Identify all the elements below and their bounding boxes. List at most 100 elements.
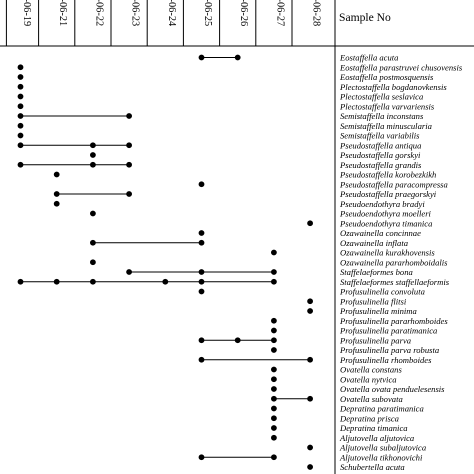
taxon-label: Semistaffella variabilis (340, 131, 420, 141)
occurrence-dot (198, 454, 205, 461)
taxon-label: Ovatella nytvica (340, 374, 397, 384)
occurrence-ranges (20, 57, 311, 458)
taxon-label: Depratina paratimanica (339, 404, 424, 414)
occurrence-dot (307, 395, 313, 402)
occurrence-dot (17, 83, 24, 90)
taxon-label: Profusulinella pararhomboides (339, 316, 448, 326)
occurrence-dot (17, 74, 24, 80)
occurrence-dot (17, 93, 24, 100)
occurrence-dot (53, 278, 60, 285)
occurrence-dot (234, 54, 241, 61)
column-label: K-06-22 (93, 0, 104, 26)
taxon-label: Ovatella constans (340, 365, 402, 375)
occurrence-dot (271, 454, 277, 461)
occurrence-dot (162, 278, 169, 285)
taxon-label: Schubertella acuta (340, 462, 405, 472)
taxon-label: Plectostaffella varvariensis (339, 101, 435, 111)
occurrence-dot (271, 327, 277, 334)
occurrence-dot (53, 191, 60, 197)
taxon-label: Profusulinella minima (339, 306, 417, 316)
occurrence-dot (271, 347, 277, 353)
taxon-label: Semistaffella minuscularia (340, 121, 432, 131)
taxon-label: Ovatella subovata (340, 394, 403, 404)
occurrence-dot (271, 249, 277, 256)
occurrence-dot (198, 239, 205, 246)
occurrence-dot (17, 142, 24, 149)
header-sample-no: Sample No (339, 11, 391, 24)
column-labels: K-06-19 K-06-21 K-06-22 K-06-23 K-06-24 K-06-… (21, 0, 322, 27)
occurrence-dot (271, 337, 277, 344)
occurrence-dot (90, 142, 96, 149)
taxon-label: Ozawainella kurakhovensis (340, 248, 435, 258)
occurrence-dot (17, 113, 24, 119)
taxon-label: Depratina prisca (339, 413, 399, 423)
occurrence-dot (17, 122, 24, 129)
occurrence-dot (307, 308, 313, 314)
occurrence-dot (126, 191, 132, 197)
taxon-label: Ozawainella pararhomboidalis (340, 257, 448, 267)
occurrence-dot (307, 298, 313, 305)
occurrence-dots (17, 54, 313, 470)
occurrence-dot (198, 356, 205, 363)
taxon-label: Ozawainella concinnae (340, 228, 421, 238)
taxon-label: Aljutovella subaljutovica (339, 443, 426, 453)
taxon-label: Staffelaeformes bona (340, 267, 413, 277)
occurrence-dot (90, 278, 96, 285)
occurrence-dot (126, 142, 132, 149)
occurrence-dot (271, 317, 277, 324)
occurrence-dot (198, 54, 205, 61)
occurrence-dot (307, 356, 313, 363)
occurrence-dot (17, 132, 24, 139)
occurrence-dot (198, 337, 205, 344)
taxon-label: Pseudostaffella antiqua (339, 140, 421, 150)
taxon-label: Pseudoendothyra timanica (339, 218, 432, 228)
taxon-label: Profusulinella convoluta (339, 287, 425, 297)
occurrence-dot (90, 152, 96, 158)
column-dividers (5, 0, 293, 46)
occurrence-dot (90, 161, 96, 168)
occurrence-dot (271, 405, 277, 412)
column-label: K-06-21 (57, 0, 68, 26)
occurrence-dot (307, 444, 313, 451)
occurrence-dot (90, 259, 96, 266)
occurrence-dot (271, 366, 277, 373)
occurrence-dot (271, 395, 277, 402)
taxon-label: Pseudostaffella grandis (339, 160, 422, 170)
occurrence-dot (198, 278, 205, 285)
taxon-label: Profusulinella flitsi (339, 296, 407, 306)
occurrence-dot (126, 161, 132, 168)
occurrence-dot (198, 269, 205, 275)
taxon-label: Ozawainella inflata (340, 238, 408, 248)
column-label: K-06-19 (21, 0, 32, 26)
taxon-label: Eostaffella parastruvei chusovensis (339, 62, 463, 72)
occurrence-dot (126, 269, 132, 275)
taxon-label: Pseudostaffella korobezkikh (339, 170, 436, 180)
taxon-label: Eostaffella acuta (339, 53, 398, 63)
taxon-label: Plectostaffella bogdanovkensis (339, 82, 447, 92)
occurrence-dot (198, 181, 205, 188)
taxon-label: Aljutovella tikhonovichi (339, 452, 423, 462)
occurrence-dot (198, 230, 205, 236)
taxon-label: Pseudostaffella gorskyi (339, 150, 421, 160)
column-label: K-06-25 (202, 0, 213, 26)
taxon-label: Profusulinella rhomboides (339, 355, 432, 365)
taxon-label: Pseudostaffella praegorskyi (339, 189, 437, 199)
taxon-label: Profusulinella parva robusta (339, 345, 439, 355)
taxon-label: Eostaffella postmosquensis (339, 72, 434, 82)
occurrence-dot (271, 376, 277, 383)
occurrence-dot (271, 278, 277, 285)
occurrence-dot (90, 210, 96, 217)
occurrence-dot (53, 171, 60, 178)
occurrence-dot (17, 64, 24, 71)
taxon-label: Staffelaeformes staffellaeformis (340, 277, 450, 287)
taxon-label: Profusulinella paratimanica (339, 326, 437, 336)
occurrence-dot (271, 434, 277, 441)
occurrence-dot (126, 113, 132, 119)
taxon-label: Depratina timanica (339, 423, 408, 433)
occurrence-dot (234, 337, 241, 344)
taxon-label: Profusulinella parva (339, 335, 411, 345)
taxon-label: Ovatella ovata penduelesensis (340, 384, 445, 394)
column-label: K-06-28 (311, 0, 322, 26)
